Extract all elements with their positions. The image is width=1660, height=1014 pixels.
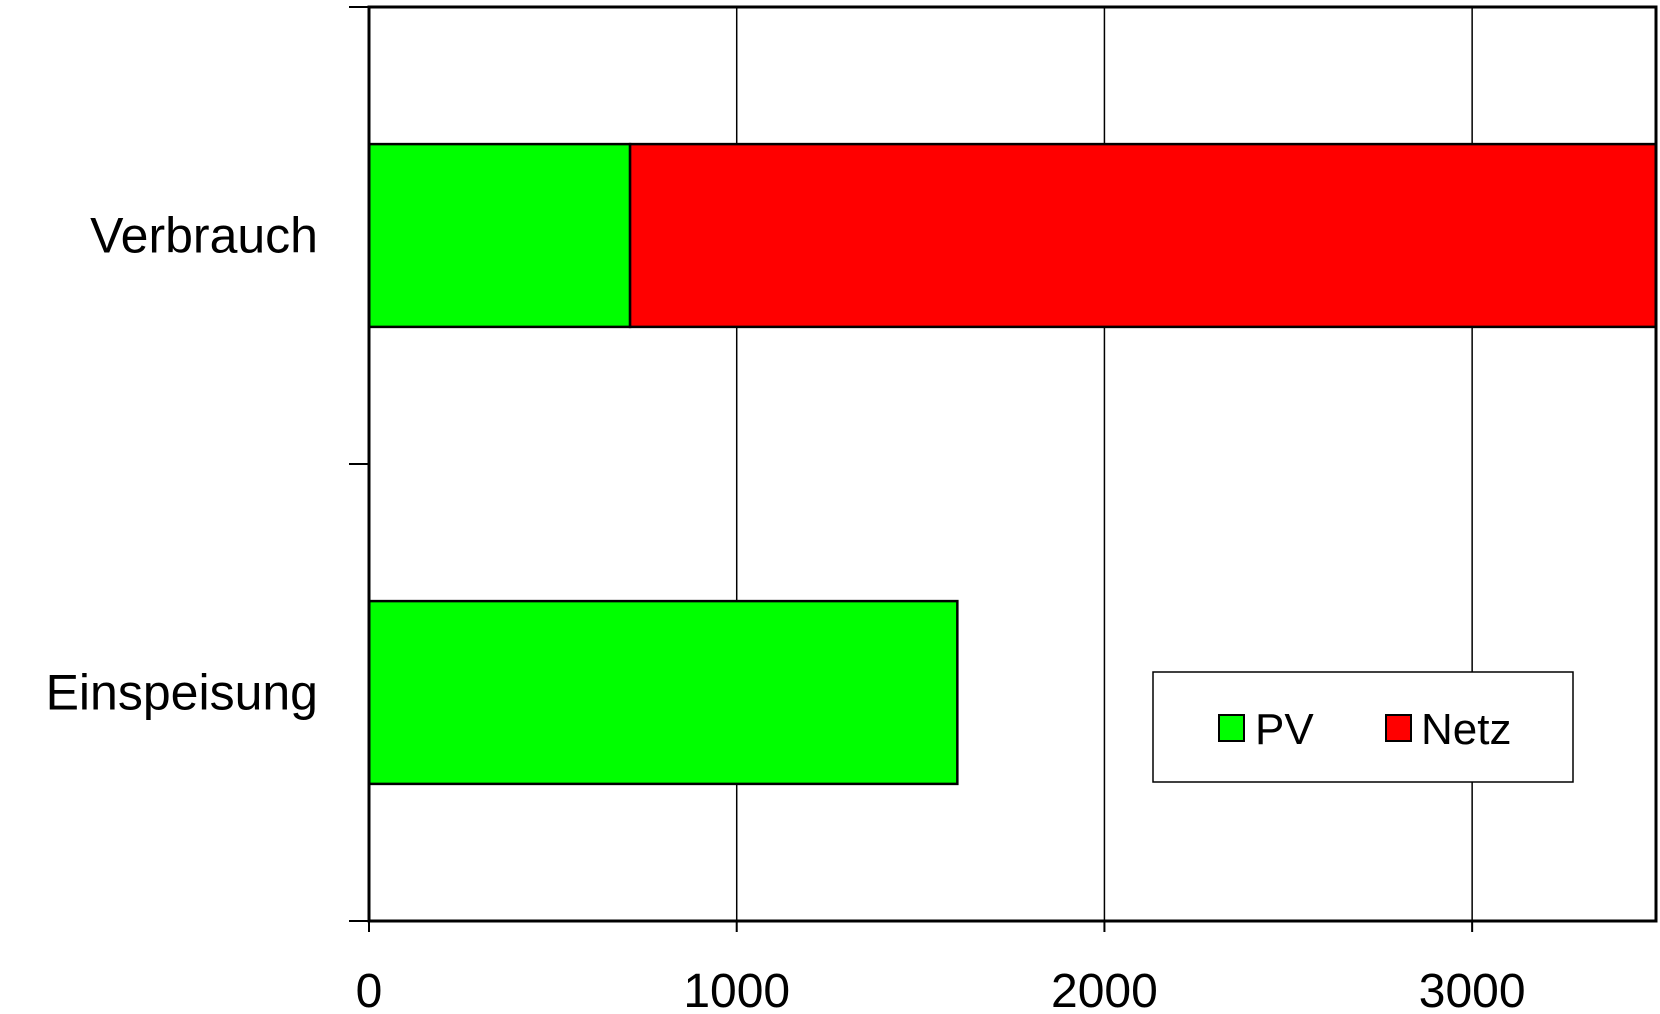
x-tick-label-2000: 2000 — [1051, 965, 1158, 1014]
legend-swatch-pv — [1218, 714, 1245, 742]
bar-verbrauch-netz — [628, 142, 1658, 329]
legend-label-pv: PV — [1255, 705, 1314, 754]
x-tick-label-3000: 3000 — [1419, 965, 1526, 1014]
y-category-label-einspeisung: Einspeisung — [46, 665, 318, 721]
legend: PV Netz — [1152, 671, 1574, 783]
bar-einspeisung-pv — [367, 599, 959, 786]
legend-swatch-netz — [1385, 714, 1412, 742]
x-axis-ticks: 0 1000 2000 3000 — [356, 921, 1526, 1014]
y-axis-ticks: Verbrauch Einspeisung — [46, 6, 369, 922]
legend-box — [1152, 671, 1574, 783]
x-tick-label-0: 0 — [356, 965, 383, 1014]
y-category-label-verbrauch: Verbrauch — [90, 208, 318, 264]
bar-verbrauch-pv — [367, 142, 632, 329]
x-tick-label-1000: 1000 — [683, 965, 790, 1014]
legend-label-netz: Netz — [1421, 705, 1511, 754]
